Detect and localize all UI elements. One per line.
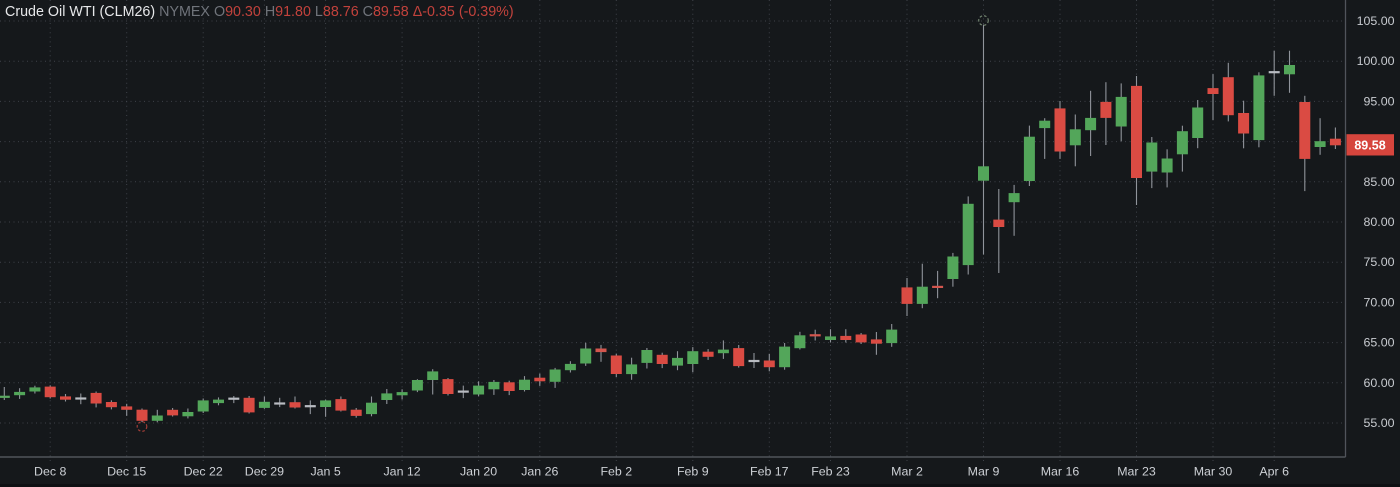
- svg-text:105.00: 105.00: [1357, 14, 1395, 28]
- svg-text:Mar 9: Mar 9: [968, 465, 1000, 479]
- svg-text:Jan 12: Jan 12: [383, 465, 420, 479]
- svg-text:100.00: 100.00: [1357, 54, 1395, 68]
- svg-text:95.00: 95.00: [1363, 94, 1394, 108]
- svg-text:70.00: 70.00: [1363, 295, 1394, 309]
- svg-text:Dec 8: Dec 8: [34, 465, 66, 479]
- svg-text:Feb 9: Feb 9: [677, 465, 709, 479]
- svg-text:Feb 17: Feb 17: [750, 465, 789, 479]
- svg-text:Feb 23: Feb 23: [811, 465, 850, 479]
- svg-text:Mar 2: Mar 2: [891, 465, 923, 479]
- svg-text:Mar 30: Mar 30: [1194, 465, 1233, 479]
- svg-text:Mar 23: Mar 23: [1117, 465, 1156, 479]
- svg-text:Dec 15: Dec 15: [107, 465, 146, 479]
- svg-text:85.00: 85.00: [1363, 175, 1394, 189]
- svg-text:Dec 22: Dec 22: [184, 465, 223, 479]
- svg-text:55.00: 55.00: [1363, 416, 1394, 430]
- svg-text:Jan 20: Jan 20: [460, 465, 497, 479]
- svg-text:80.00: 80.00: [1363, 215, 1394, 229]
- svg-text:Mar 16: Mar 16: [1041, 465, 1080, 479]
- svg-text:75.00: 75.00: [1363, 255, 1394, 269]
- svg-text:Dec 29: Dec 29: [245, 465, 284, 479]
- svg-text:60.00: 60.00: [1363, 376, 1394, 390]
- svg-text:Jan 5: Jan 5: [310, 465, 340, 479]
- svg-text:65.00: 65.00: [1363, 336, 1394, 350]
- svg-text:Jan 26: Jan 26: [521, 465, 558, 479]
- svg-text:Crude Oil WTI (CLM26) NYMEX O9: Crude Oil WTI (CLM26) NYMEX O90.30 H91.8…: [5, 4, 514, 20]
- svg-text:Apr 6: Apr 6: [1259, 465, 1289, 479]
- svg-text:89.58: 89.58: [1354, 139, 1385, 153]
- svg-text:Feb 2: Feb 2: [600, 465, 632, 479]
